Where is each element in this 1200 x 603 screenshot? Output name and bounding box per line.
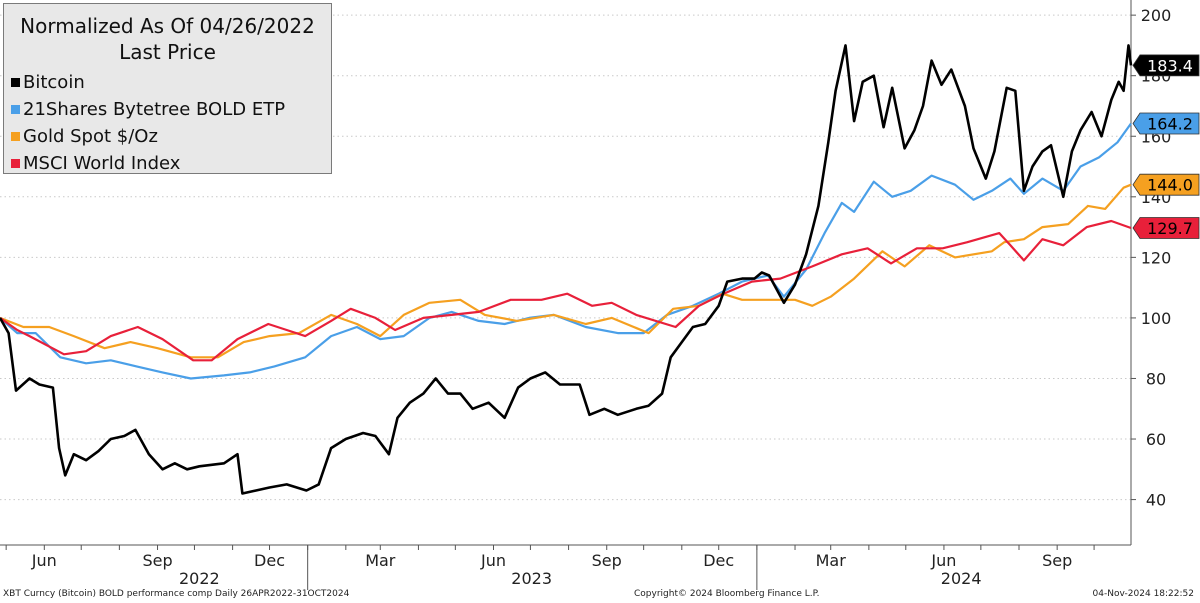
xtick-label-jun: Jun [930,551,956,570]
xtick-label-jun: Jun [31,551,57,570]
ytick-label-200: 200 [1141,6,1172,25]
legend-item-gold: Gold Spot $/Oz [11,123,331,150]
legend-list: Bitcoin 21Shares Bytetree BOLD ETP Gold … [4,69,331,177]
last-value-label-bitcoin: 183.4 [1147,56,1193,75]
legend-label-msci-world: MSCI World Index [23,153,181,174]
legend-title-line1: Normalized As Of 04/26/2022 [20,14,315,38]
year-label-2024: 2024 [941,569,982,588]
last-value-label-msci-world: 129.7 [1147,219,1193,238]
legend-swatch-bold-etp [11,105,20,114]
ytick-label-80: 80 [1146,369,1166,388]
xtick-label-dec: Dec [703,551,734,570]
last-value-tag-bg-bold-etp [1132,112,1200,135]
year-label-2023: 2023 [511,569,552,588]
series-line-bitcoin [0,44,1133,495]
last-value-tag-gold: 144.0 [1132,173,1200,196]
footer-timestamp: 04-Nov-2024 18:22:52 [1092,589,1194,599]
legend-item-msci-world: MSCI World Index [11,150,331,177]
last-value-tag-bg-bitcoin [1132,54,1200,77]
legend-label-bold-etp: 21Shares Bytetree BOLD ETP [23,99,286,120]
series-lines [0,44,1133,495]
xtick-label-jun: Jun [480,551,506,570]
series-line-gold [0,183,1132,359]
series-line-bold-etp [0,122,1132,380]
xtick-label-mar: Mar [816,551,847,570]
last-value-tag-bitcoin: 183.4 [1132,54,1200,77]
year-label-2022: 2022 [179,569,220,588]
legend-label-bitcoin: Bitcoin [23,72,85,93]
legend: Normalized As Of 04/26/2022 Last Price B… [3,3,332,174]
legend-item-bitcoin: Bitcoin [11,69,331,96]
last-value-tag-bg-gold [1132,173,1200,196]
ytick-label-120: 120 [1141,248,1172,267]
xtick-label-dec: Dec [254,551,285,570]
legend-title: Normalized As Of 04/26/2022 Last Price [4,13,331,65]
last-value-label-bold-etp: 164.2 [1147,115,1193,134]
xtick-label-sep: Sep [1042,551,1072,570]
last-value-label-gold: 144.0 [1147,176,1193,195]
legend-swatch-bitcoin [11,78,20,87]
ytick-label-100: 100 [1141,309,1172,328]
last-value-tag-bold-etp: 164.2 [1132,112,1200,135]
legend-swatch-msci-world [11,159,20,168]
legend-title-line2: Last Price [119,40,216,64]
xtick-label-mar: Mar [365,551,396,570]
footer-source: XBT Curncy (Bitcoin) BOLD performance co… [3,589,350,599]
ytick-label-60: 60 [1146,430,1166,449]
legend-swatch-gold [11,132,20,141]
legend-label-gold: Gold Spot $/Oz [23,126,158,147]
footer-copyright: Copyright© 2024 Bloomberg Finance L.P. [634,589,820,599]
legend-item-bold-etp: 21Shares Bytetree BOLD ETP [11,96,331,123]
last-value-tag-msci-world: 129.7 [1132,217,1200,239]
ytick-label-40: 40 [1146,491,1166,510]
last-value-tags: 183.4 164.2 144.0 129.7 [1132,54,1200,239]
xtick-label-sep: Sep [142,551,172,570]
series-line-msci-world [0,219,1132,362]
xtick-label-sep: Sep [592,551,622,570]
last-value-tag-bg-msci-world [1132,217,1200,239]
